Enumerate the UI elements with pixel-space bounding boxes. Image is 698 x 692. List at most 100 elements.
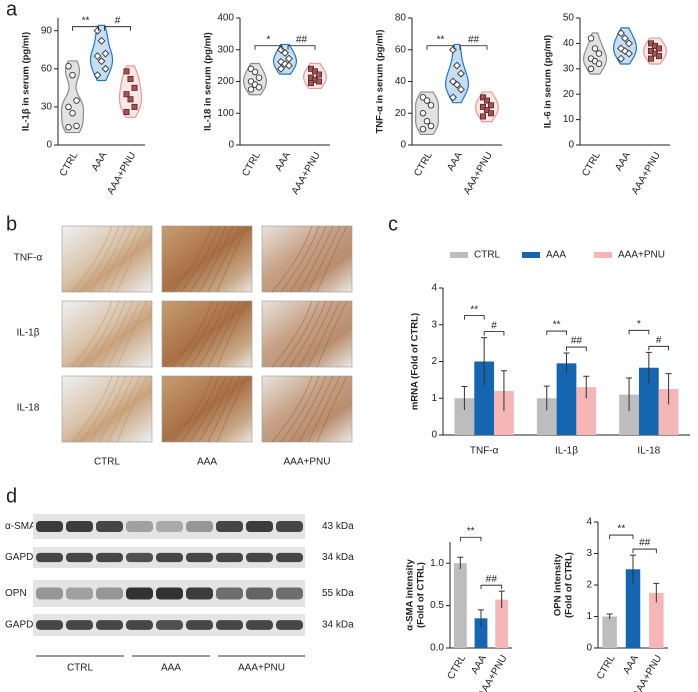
blot-band bbox=[216, 587, 243, 600]
error-bar bbox=[630, 554, 636, 584]
data-point bbox=[277, 45, 285, 54]
y-axis-label: TNF-α in serum (pg/ml) bbox=[375, 29, 386, 133]
legend-label: CTRL bbox=[474, 250, 501, 261]
blot-band bbox=[126, 620, 153, 630]
blot-band bbox=[36, 587, 63, 600]
y-tick-label: 0.5 bbox=[430, 600, 444, 611]
tissue-fiber bbox=[189, 375, 227, 443]
x-tick-label: IL-18 bbox=[637, 446, 660, 457]
data-point bbox=[93, 26, 102, 35]
row-label: TNF-α bbox=[14, 253, 43, 264]
data-point bbox=[307, 80, 314, 87]
y-tick-label: 3 bbox=[431, 319, 437, 330]
error-bar bbox=[543, 385, 550, 411]
blot-size: 34 kDa bbox=[322, 552, 354, 563]
significance-label: ## bbox=[571, 336, 583, 347]
data-point bbox=[97, 57, 106, 66]
error-bar bbox=[645, 351, 652, 384]
blot-band bbox=[216, 521, 243, 532]
y-axis-label: IL-18 in serum (pg/ml) bbox=[203, 32, 214, 131]
significance-label: ** bbox=[82, 15, 90, 26]
blot-band bbox=[96, 587, 123, 600]
y-tick-label: 60 bbox=[41, 63, 53, 74]
data-point bbox=[625, 39, 633, 48]
tissue-fiber bbox=[298, 225, 334, 293]
data-point bbox=[93, 52, 102, 61]
error-bar bbox=[457, 556, 464, 570]
tissue-fiber bbox=[116, 375, 148, 443]
legend-swatch bbox=[450, 252, 468, 258]
y-tick-label: 2 bbox=[586, 580, 592, 591]
significance-bracket bbox=[483, 331, 505, 336]
bar bbox=[602, 616, 617, 648]
blot-band bbox=[126, 552, 153, 563]
blot-band bbox=[36, 620, 63, 630]
bar bbox=[649, 592, 664, 648]
bar bbox=[454, 398, 475, 435]
bar bbox=[576, 387, 597, 435]
group-label: AAA bbox=[161, 663, 181, 674]
bar bbox=[453, 563, 467, 648]
row-label: IL-18 bbox=[17, 403, 40, 414]
y-tick-label: 0 bbox=[46, 140, 52, 151]
data-point bbox=[591, 45, 599, 52]
column-label: AAA+PNU bbox=[284, 457, 331, 468]
significance-label: ** bbox=[470, 304, 478, 315]
data-point bbox=[315, 71, 322, 78]
data-point bbox=[419, 109, 427, 117]
tissue-fiber bbox=[98, 225, 134, 293]
tissue-fiber bbox=[171, 225, 213, 293]
tissue-fiber bbox=[207, 375, 241, 443]
blot-band bbox=[156, 587, 183, 600]
blot-band bbox=[96, 521, 123, 532]
micrograph bbox=[61, 225, 153, 293]
blot-band bbox=[96, 620, 123, 630]
x-tick-label: CTRL bbox=[412, 150, 435, 178]
y-tick-label: 10 bbox=[563, 114, 575, 125]
significance-label: # bbox=[115, 15, 121, 26]
error-bar bbox=[461, 385, 468, 411]
data-point bbox=[479, 113, 486, 120]
tissue-fiber bbox=[307, 300, 341, 368]
tissue-fiber bbox=[98, 375, 134, 443]
data-point bbox=[123, 91, 130, 98]
micrograph bbox=[61, 375, 153, 443]
blot-band bbox=[66, 552, 93, 563]
y-tick-label: 0 bbox=[400, 140, 406, 151]
x-tick-label: CTRL bbox=[446, 653, 469, 681]
tissue-fiber bbox=[171, 375, 213, 443]
y-tick-label: 3 bbox=[586, 548, 592, 559]
bar bbox=[474, 361, 495, 435]
bar bbox=[658, 389, 679, 435]
violin bbox=[474, 91, 500, 123]
data-point bbox=[251, 68, 259, 76]
data-point bbox=[617, 29, 625, 38]
tissue-fiber bbox=[198, 225, 234, 293]
violin bbox=[272, 43, 298, 75]
y-axis-label: (Fold of CTRL) bbox=[416, 562, 427, 628]
significance-bracket bbox=[546, 330, 567, 336]
data-point bbox=[123, 108, 130, 115]
x-tick-label: AAA+PNU bbox=[290, 150, 323, 196]
data-point bbox=[65, 63, 72, 70]
data-point bbox=[656, 53, 663, 60]
violin bbox=[582, 32, 608, 75]
violin bbox=[60, 60, 85, 134]
data-point bbox=[65, 123, 72, 131]
y-tick-label: 30 bbox=[563, 63, 575, 74]
row-label: IL-1β bbox=[17, 328, 40, 339]
blot-band bbox=[96, 552, 123, 563]
x-tick-label: AAA bbox=[445, 150, 465, 173]
data-point bbox=[73, 122, 80, 130]
data-point bbox=[101, 49, 110, 58]
micrograph bbox=[261, 375, 353, 443]
blot-band bbox=[186, 552, 213, 563]
tissue-fiber bbox=[271, 225, 313, 293]
data-point bbox=[131, 84, 138, 91]
y-tick-label: 20 bbox=[395, 108, 407, 119]
error-bar bbox=[563, 352, 570, 374]
data-point bbox=[255, 74, 263, 81]
blot-band bbox=[276, 587, 303, 600]
tissue-fiber bbox=[71, 225, 113, 293]
blot-band bbox=[66, 587, 93, 600]
